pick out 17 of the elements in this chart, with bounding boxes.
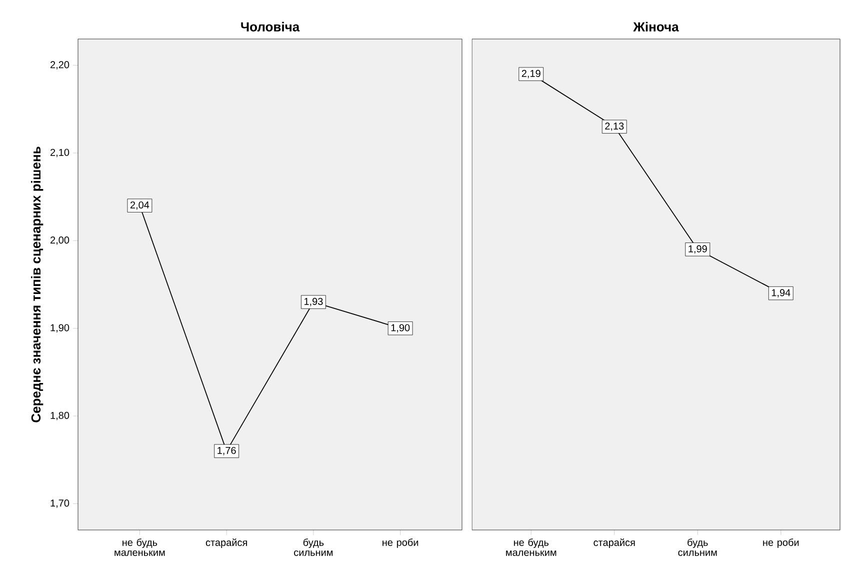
y-tick-label: 2,20 [50, 61, 70, 70]
y-tick-label: 1,70 [50, 500, 70, 508]
x-tick-label: будь сильним [678, 538, 717, 556]
y-tick-label: 2,00 [50, 236, 70, 245]
chart-title: Жіноча [633, 22, 679, 32]
chart-title: Чоловіча [241, 22, 300, 32]
x-tick-label: не роби [382, 538, 418, 548]
x-tick-label: старайся [206, 538, 247, 548]
x-tick-label: не будь маленьким [114, 538, 165, 556]
x-tick-label: старайся [594, 538, 635, 548]
y-tick-label: 1,90 [50, 324, 70, 332]
y-tick-label: 2,10 [50, 148, 70, 158]
x-tick-label: будь сильним [294, 538, 333, 556]
y-axis-title: Середнє значення типів сценарних рішень [31, 146, 44, 422]
x-tick-label: не роби [763, 538, 799, 548]
x-tick-label: не будь маленьким [506, 538, 556, 556]
y-tick-label: 1,80 [50, 412, 70, 420]
